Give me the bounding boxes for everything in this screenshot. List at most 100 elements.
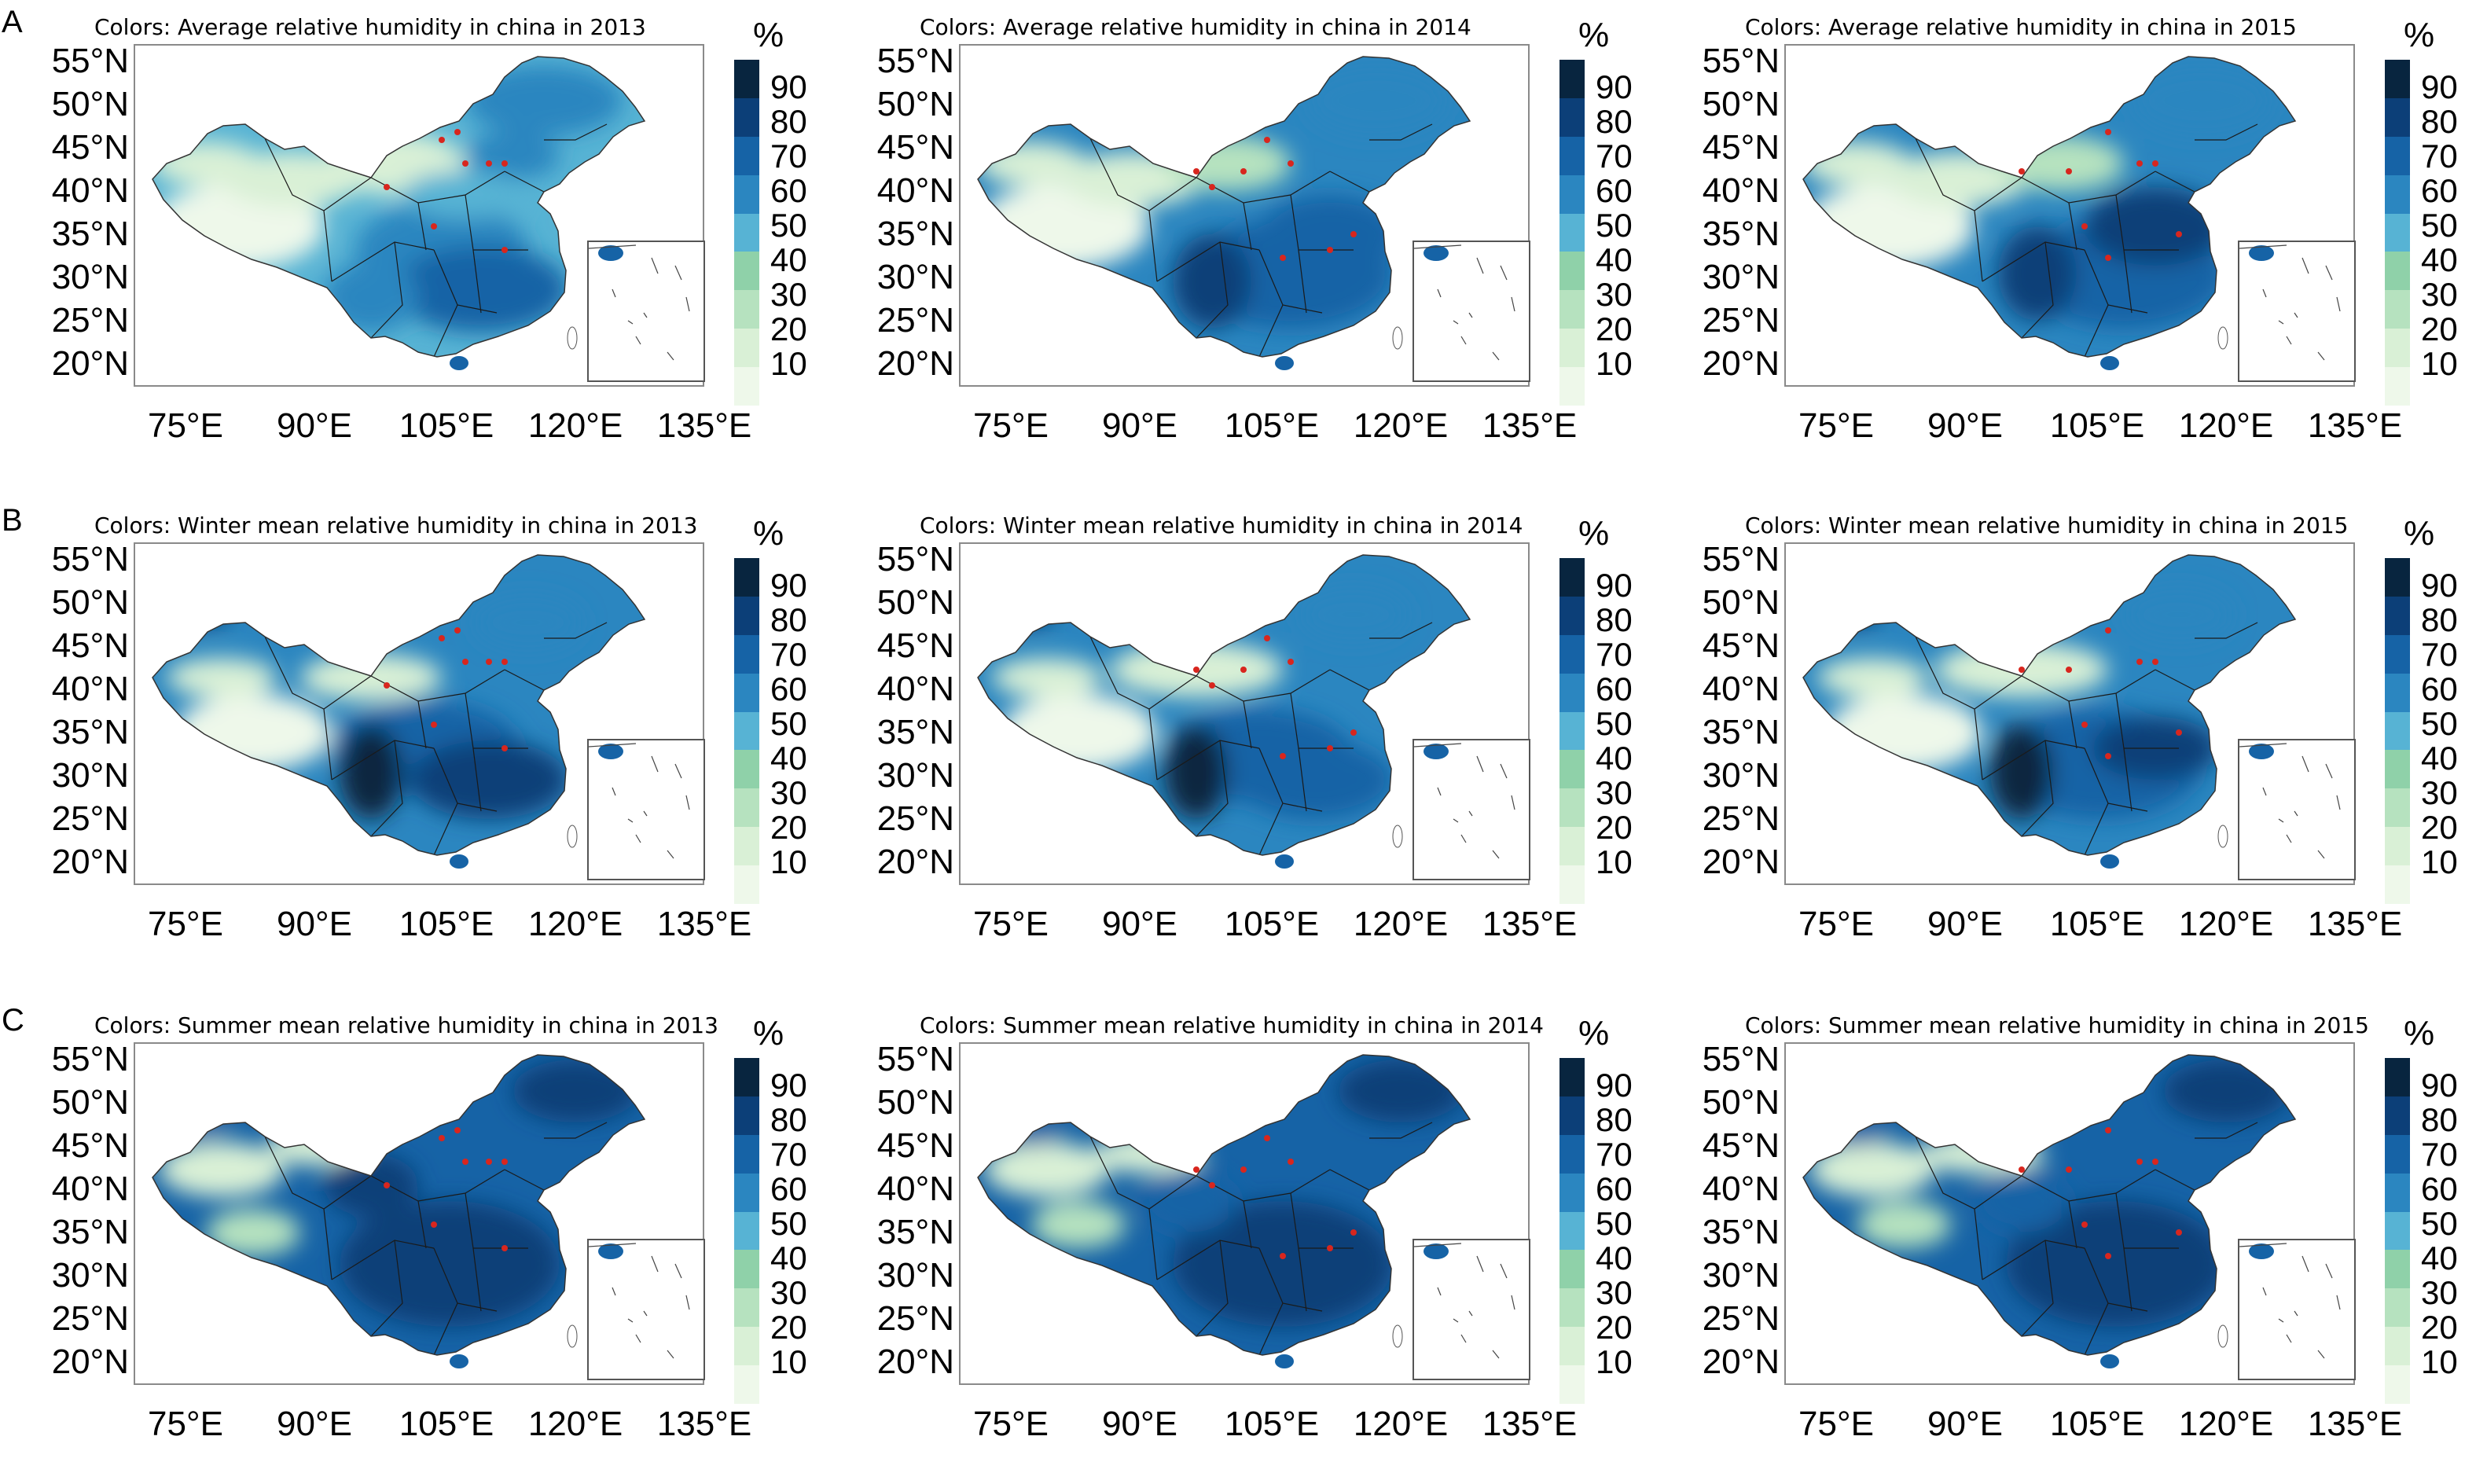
humidity-zone [984, 1142, 1110, 1197]
province-boundary [1298, 249, 1307, 314]
station-marker [2136, 659, 2143, 665]
humidity-zone [1338, 1060, 1464, 1122]
lon-tick-label: 105°E [2049, 406, 2145, 445]
station-marker [1264, 635, 1270, 641]
colorbar-segment [1559, 60, 1585, 99]
station-marker [439, 137, 445, 143]
colorbar-segment [2385, 213, 2410, 252]
lat-tick-label: 55°N [1702, 1040, 1780, 1078]
lat-tick-label: 20°N [1702, 344, 1780, 383]
province-boundary [1915, 636, 2022, 710]
lon-tick-label: 120°E [1353, 1405, 1449, 1443]
colorbar-label: 50 [1596, 1205, 1633, 1242]
lon-tick-label: 90°E [1102, 905, 1177, 943]
station-marker [431, 223, 437, 230]
map-panel: Colors: Average relative humidity in chi… [825, 14, 1649, 486]
colorbar-segment [2385, 558, 2410, 597]
province-boundary [1196, 669, 1331, 702]
station-marker [2019, 1166, 2025, 1173]
lat-tick-label: 45°N [51, 128, 129, 167]
province-boundary [1196, 1240, 1229, 1337]
province-boundary [264, 1136, 372, 1210]
station-marker [2136, 160, 2143, 167]
station-marker [2136, 1159, 2143, 1165]
station-marker [1327, 1245, 1333, 1251]
country-outline [1802, 554, 2297, 856]
colorbar-segment [2385, 1134, 2410, 1174]
station-marker [384, 184, 390, 190]
taiwan-outline [2217, 825, 2228, 848]
province-boundary [2123, 1247, 2133, 1312]
inset-map [1414, 244, 1515, 361]
lat-tick-label: 20°N [1702, 843, 1780, 881]
colorbar-segment [2385, 1250, 2410, 1289]
colorbar-segment [1559, 97, 1585, 138]
colorbar-segment [734, 827, 759, 866]
panel-title: Colors: Winter mean relative humidity in… [1745, 512, 2349, 538]
station-marker [501, 1245, 508, 1251]
panel-title: Colors: Average relative humidity in chi… [920, 14, 1471, 40]
humidity-zone [1975, 1170, 2069, 1232]
lat-tick-label: 20°N [51, 1343, 129, 1381]
lon-tick-label: 135°E [656, 1405, 752, 1443]
province-boundary [433, 304, 458, 357]
colorbar-label: 20 [1596, 809, 1633, 846]
colorbar-label: 80 [770, 103, 807, 140]
colorbar-label: 20 [2421, 1309, 2458, 1346]
humidity-map [977, 554, 1471, 869]
province-boundary [2084, 803, 2109, 855]
province-boundary [370, 171, 505, 204]
lat-tick-label: 20°N [876, 344, 954, 383]
lon-tick-label: 75°E [1798, 406, 1874, 445]
province-boundary [472, 1247, 482, 1312]
colorbar-segment [2385, 865, 2410, 905]
colorbar-label: 10 [770, 1343, 807, 1380]
station-marker [454, 129, 461, 135]
lat-tick-label: 45°N [876, 1126, 954, 1165]
lon-tick-label: 135°E [2307, 905, 2403, 943]
colorbar-segment [2385, 1327, 2410, 1366]
province-boundary [1369, 123, 1433, 141]
province-boundary [544, 123, 608, 141]
inset-map [589, 244, 690, 361]
taiwan-outline [567, 825, 578, 848]
colorbar-label: 80 [1596, 601, 1633, 638]
country-outline [977, 56, 1471, 358]
station-marker [1240, 667, 1247, 673]
colorbar-label: 90 [1596, 68, 1633, 105]
province-boundary [1089, 138, 1197, 211]
colorbar-segment [734, 673, 759, 713]
province-boundary [1298, 748, 1307, 812]
station-marker [2152, 160, 2158, 167]
lat-tick-label: 35°N [51, 215, 129, 253]
humidity-zone [1998, 226, 2077, 321]
map-panel: Colors: Winter mean relative humidity in… [0, 512, 824, 984]
lat-tick-label: 50°N [51, 1083, 129, 1122]
colorbar-segment [734, 174, 759, 215]
taiwan-outline [567, 1324, 578, 1348]
colorbar-label: 60 [770, 1170, 807, 1207]
lat-tick-label: 30°N [876, 1256, 954, 1295]
province-boundary [1196, 241, 1229, 339]
colorbar-label: 60 [1596, 670, 1633, 707]
lat-tick-label: 55°N [51, 540, 129, 579]
colorbar-segment [1559, 174, 1585, 215]
colorbar-label: 50 [2421, 705, 2458, 742]
station-marker [1288, 659, 1294, 665]
province-boundary [370, 1169, 505, 1202]
station-marker [1350, 231, 1357, 237]
lat-tick-label: 55°N [51, 1040, 129, 1078]
lat-tick-label: 20°N [51, 344, 129, 383]
humidity-zone [159, 1142, 285, 1197]
colorbar-label: 10 [770, 843, 807, 880]
lon-tick-label: 105°E [1224, 406, 1320, 445]
colorbar-label: 40 [770, 1240, 807, 1276]
station-marker [2105, 1127, 2111, 1133]
lat-tick-label: 40°N [876, 171, 954, 210]
humidity-zone [324, 1154, 418, 1217]
lon-tick-label: 120°E [2178, 905, 2274, 943]
taiwan-outline [1392, 1324, 1403, 1348]
lat-tick-label: 20°N [1702, 1343, 1780, 1381]
station-marker [431, 722, 437, 728]
humidity-zone [1990, 725, 2053, 819]
